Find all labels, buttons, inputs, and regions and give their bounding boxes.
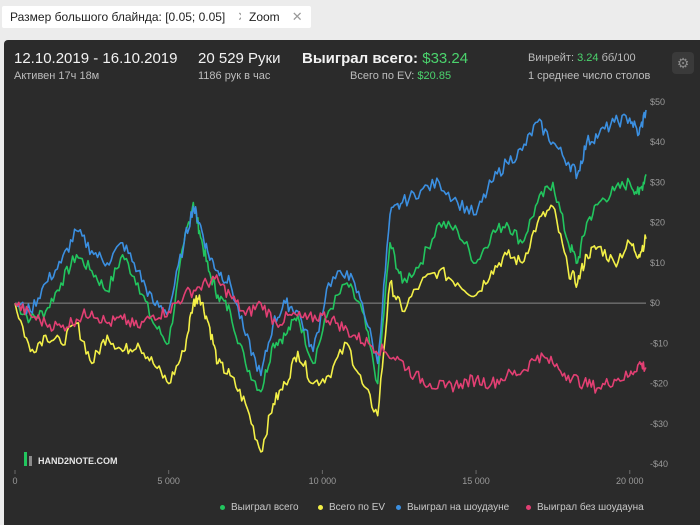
date-range: 12.10.2019 - 16.10.2019 bbox=[14, 50, 178, 67]
watermark: HAND2NOTE.COM bbox=[24, 452, 118, 466]
ev-total-label: Всего по EV: bbox=[350, 70, 415, 82]
legend-label-total: Выиграл всего bbox=[231, 502, 299, 513]
blind-size-filter-chip[interactable]: Размер большого блайнда: [0.05; 0.05]✕ bbox=[2, 6, 257, 28]
y-tick-label: $20 bbox=[650, 218, 665, 228]
chart-lines bbox=[14, 109, 647, 453]
x-tick-label: 10 000 bbox=[309, 476, 337, 486]
legend-item-total[interactable]: Выиграл всего bbox=[220, 502, 299, 513]
legend-dot-total bbox=[220, 504, 225, 510]
ev-total: Всего по EV: $20.85 bbox=[350, 70, 451, 82]
y-tick-label: $10 bbox=[650, 258, 665, 268]
no-showdown-line bbox=[14, 274, 647, 394]
x-tick-label: 5 000 bbox=[157, 476, 180, 486]
x-tick-label: 15 000 bbox=[462, 476, 490, 486]
avg-tables: 1 среднее число столов bbox=[528, 70, 651, 82]
y-tick-label: -$40 bbox=[650, 459, 668, 469]
hands-count: 20 529 Руки bbox=[198, 50, 281, 67]
winrate-label: Винрейт: bbox=[528, 52, 575, 64]
legend-label-no-showdown: Выиграл без шоудауна bbox=[537, 502, 644, 513]
winrate-unit: бб/100 bbox=[601, 52, 636, 64]
profit-chart: HAND2NOTE.COM $50 $40 $30 $20 $10 $0 -$10 -$20 -… bbox=[12, 97, 668, 486]
ev-total-value: $20.85 bbox=[417, 70, 452, 82]
x-tick-label: 0 bbox=[12, 476, 17, 486]
hands-per-hour: 1186 рук в час bbox=[198, 70, 271, 82]
winrate-value: 3.24 bbox=[577, 52, 599, 64]
zoom-filter-label: Zoom bbox=[249, 10, 280, 24]
watermark-logo-bar bbox=[29, 456, 32, 466]
legend-label-showdown: Выиграл на шоудауне bbox=[407, 502, 510, 513]
watermark-logo-bar bbox=[24, 452, 27, 466]
graph-panel: 12.10.2019 - 16.10.2019 Активен 17ч 18м … bbox=[4, 40, 700, 525]
y-tick-label: -$10 bbox=[650, 338, 668, 348]
won-total-label: Выиграл всего: bbox=[302, 50, 419, 67]
active-time: Активен 17ч 18м bbox=[14, 70, 100, 82]
watermark-text: HAND2NOTE.COM bbox=[38, 456, 118, 466]
close-icon[interactable]: ✕ bbox=[291, 9, 303, 24]
winrate: Винрейт: 3.24 бб/100 bbox=[528, 52, 636, 64]
won-total-value: $33.24 bbox=[422, 50, 469, 67]
legend-dot-showdown bbox=[396, 504, 401, 510]
y-axis-ticks: $50 $40 $30 $20 $10 $0 -$10 -$20 -$30 -$40 bbox=[650, 97, 668, 469]
won-total: Выиграл всего: $33.24 bbox=[302, 50, 468, 67]
legend-item-showdown[interactable]: Выиграл на шоудауне bbox=[396, 502, 509, 513]
legend-item-no-showdown[interactable]: Выиграл без шоудауна bbox=[526, 502, 644, 513]
y-tick-label: $40 bbox=[650, 137, 665, 147]
blind-size-filter-label: Размер большого блайнда: [0.05; 0.05] bbox=[10, 10, 226, 24]
gear-icon[interactable]: ⚙ bbox=[672, 52, 694, 74]
ev-line bbox=[14, 204, 647, 453]
x-axis-ticks: 0 5 000 10 000 15 000 20 000 bbox=[12, 470, 644, 486]
showdown-line bbox=[14, 109, 647, 377]
legend-item-ev[interactable]: Всего по EV bbox=[318, 502, 385, 513]
filter-bar: Размер большого блайнда: [0.05; 0.05]✕ Z… bbox=[0, 0, 700, 36]
y-tick-label: $50 bbox=[650, 97, 665, 107]
x-tick-label: 20 000 bbox=[616, 476, 644, 486]
y-tick-label: $30 bbox=[650, 177, 665, 187]
legend-dot-ev bbox=[318, 504, 323, 510]
legend-dot-no-showdown bbox=[526, 504, 531, 510]
total-line bbox=[14, 174, 647, 393]
y-tick-label: -$20 bbox=[650, 379, 668, 389]
y-tick-label: $0 bbox=[650, 298, 660, 308]
legend-label-ev: Всего по EV bbox=[329, 502, 386, 513]
y-tick-label: -$30 bbox=[650, 419, 668, 429]
zoom-filter-chip[interactable]: Zoom ✕ bbox=[241, 6, 311, 28]
